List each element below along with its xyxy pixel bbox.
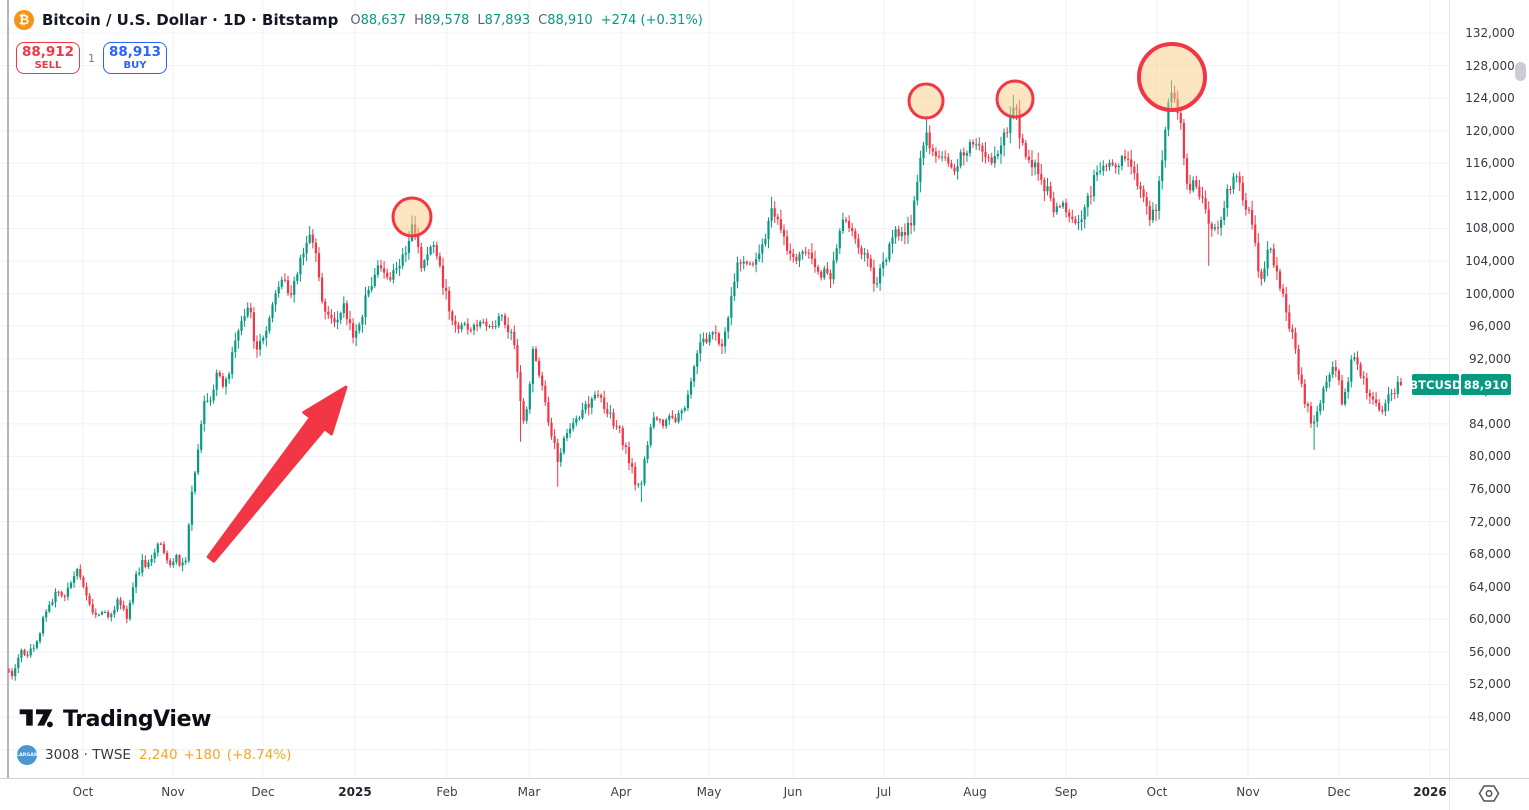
- x-axis-label: Oct: [1146, 785, 1168, 799]
- secondary-symbol-values: 2,240 +180 (+8.74%): [139, 747, 291, 763]
- y-axis-label: 56,000: [1469, 644, 1511, 659]
- change-value: +274 (+0.31%): [600, 12, 703, 28]
- price-chart[interactable]: [0, 0, 1449, 778]
- bitcoin-icon: ₿: [14, 10, 34, 30]
- annotation-arrow[interactable]: [206, 385, 348, 563]
- x-axis-label: May: [696, 785, 722, 799]
- y-axis-label: 104,000: [1465, 254, 1515, 268]
- axis-separator: [1449, 779, 1450, 810]
- x-axis-label: Dec: [1327, 785, 1351, 799]
- low-value: L87,893: [477, 12, 531, 28]
- largan-icon: LARGAN: [16, 745, 38, 765]
- y-axis-label: 84,000: [1469, 416, 1511, 431]
- last-price-symbol: BTCUSD: [1409, 374, 1462, 395]
- close-value: C88,910: [538, 12, 593, 28]
- y-axis-label: 124,000: [1465, 91, 1515, 106]
- y-axis-label: 76,000: [1469, 482, 1511, 496]
- secondary-symbol-change-pct: (+8.74%): [226, 747, 292, 763]
- x-axis-label: Jun: [783, 785, 803, 799]
- order-panel: 88,912 SELL 1 88,913 BUY: [16, 42, 167, 74]
- last-price-badge: BTCUSD 88,910: [1409, 374, 1511, 395]
- high-value: H89,578: [414, 12, 470, 28]
- x-axis-label: 2025: [338, 785, 372, 799]
- grid-lines: [0, 0, 1449, 778]
- y-axis-label: 116,000: [1465, 156, 1515, 171]
- y-axis-label: 132,000: [1465, 26, 1515, 40]
- secondary-symbol-change: +180: [183, 747, 221, 763]
- x-axis-label: 2026: [1413, 785, 1447, 799]
- axis-settings-icon[interactable]: [1478, 784, 1500, 807]
- symbol-title[interactable]: Bitcoin / U.S. Dollar · 1D · Bitstamp: [42, 11, 339, 29]
- y-axis-label: 52,000: [1469, 677, 1511, 692]
- y-axis-label: 80,000: [1469, 449, 1511, 464]
- y-axis-label: 120,000: [1465, 123, 1515, 138]
- annotation-circle-3[interactable]: [995, 79, 1035, 119]
- x-axis-label: Mar: [517, 785, 541, 799]
- y-axis-label: 128,000: [1465, 58, 1515, 73]
- y-axis-label: 100,000: [1465, 286, 1515, 301]
- tradingview-logo-icon: [18, 704, 54, 735]
- x-axis-label: Apr: [610, 785, 632, 799]
- x-axis-label: Oct: [72, 785, 94, 799]
- time-axis[interactable]: Oct Nov Dec 2025 Feb Mar Apr May Jun Jul Aug Sep Oct…: [0, 778, 1529, 810]
- x-axis-label: Nov: [1236, 785, 1260, 799]
- buy-button[interactable]: 88,913 BUY: [103, 42, 167, 74]
- x-axis-label: Jul: [876, 785, 892, 799]
- x-axis-label: Feb: [436, 785, 458, 799]
- x-axis-label: Nov: [161, 785, 185, 799]
- symbol-legend[interactable]: ₿ Bitcoin / U.S. Dollar · 1D · Bitstamp …: [14, 10, 703, 30]
- secondary-symbol-row[interactable]: LARGAN 3008 · TWSE 2,240 +180 (+8.74%): [16, 745, 291, 765]
- tradingview-logo-text: TradingView: [63, 707, 212, 732]
- y-axis-label: 48,000: [1469, 710, 1511, 724]
- secondary-symbol-title[interactable]: 3008 · TWSE: [45, 747, 131, 763]
- ohlc-values: O88,637 H89,578 L87,893 C88,910 +274 (+0…: [350, 13, 703, 28]
- sell-button[interactable]: 88,912 SELL: [16, 42, 80, 74]
- y-axis-label: 64,000: [1469, 579, 1511, 594]
- secondary-symbol-price: 2,240: [138, 747, 178, 763]
- annotation-circle-4[interactable]: [1137, 42, 1207, 112]
- annotation-circle-1[interactable]: [391, 196, 433, 238]
- y-axis-label: 108,000: [1465, 221, 1515, 236]
- last-price-value: 88,910: [1461, 374, 1511, 395]
- y-axis-label: 112,000: [1465, 188, 1515, 203]
- y-axis-label: 92,000: [1469, 351, 1511, 366]
- tradingview-logo: TradingView: [18, 704, 211, 735]
- x-axis-label: Sep: [1054, 785, 1078, 799]
- y-axis-label: 68,000: [1469, 547, 1511, 562]
- annotation-circle-2[interactable]: [907, 82, 945, 120]
- spread-value: 1: [88, 51, 95, 65]
- x-axis-label: Aug: [963, 785, 987, 799]
- y-axis-label: 60,000: [1469, 612, 1511, 627]
- x-axis-label: Dec: [251, 785, 275, 799]
- scrollbar-thumb[interactable]: [1515, 62, 1526, 81]
- y-axis-label: 72,000: [1469, 514, 1511, 529]
- y-axis-label: 96,000: [1469, 319, 1511, 334]
- open-value: O88,637: [350, 12, 407, 28]
